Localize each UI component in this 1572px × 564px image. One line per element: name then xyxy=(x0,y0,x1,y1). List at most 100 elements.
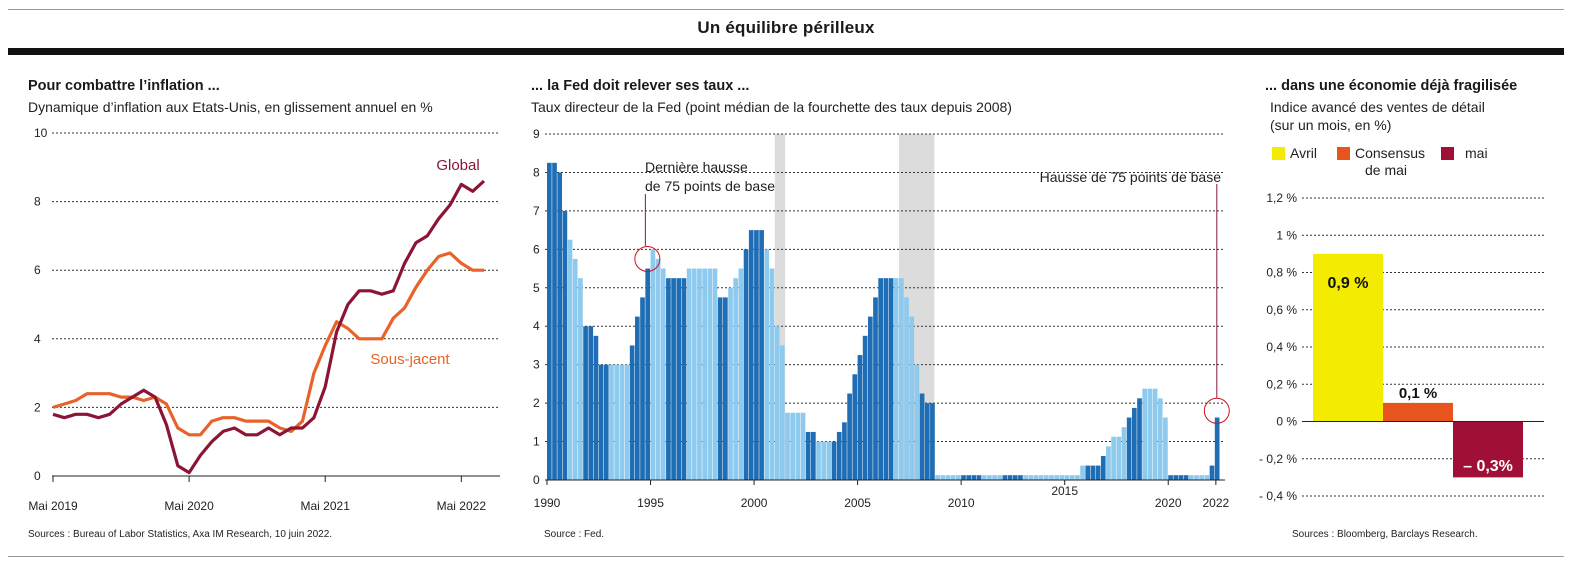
fed-rate-bar xyxy=(785,412,790,480)
y-tick-label: 6 xyxy=(34,263,41,277)
legend-avril: Avril xyxy=(1272,145,1317,162)
fed-rate-bar xyxy=(743,249,749,480)
legend-consensus-label: Consensus xyxy=(1355,145,1426,161)
retail-bar xyxy=(1453,421,1523,478)
fed-rate-bar xyxy=(800,412,806,480)
series-line-sous-jacent xyxy=(52,251,484,437)
fed-rate-bar xyxy=(676,278,682,480)
fed-rate-bar xyxy=(1059,475,1065,480)
x-tick-label: 2010 xyxy=(948,496,975,510)
fed-rate-bar xyxy=(1121,427,1127,480)
fed-rate-bar xyxy=(961,475,966,480)
fed-rate-bar xyxy=(748,230,754,480)
fed-rate-bar xyxy=(857,355,863,480)
legend-mai-swatch xyxy=(1441,147,1454,160)
fed-rate-bar xyxy=(619,364,625,480)
fed-rate-bar xyxy=(883,278,889,480)
fed-rate-bar xyxy=(593,335,599,480)
fed-rate-bar xyxy=(609,364,614,480)
fed-rate-bar xyxy=(842,422,847,480)
y-tick-label: 0,6 % xyxy=(1266,303,1297,317)
page-title: Un équilibre périlleux xyxy=(697,18,875,37)
fed-rate-bar xyxy=(557,172,563,480)
bottom-rule xyxy=(8,556,1564,557)
fed-rate-bar xyxy=(1209,465,1215,480)
fed-rate-bar xyxy=(702,268,707,480)
x-tick-label: Mai 2022 xyxy=(437,499,487,513)
fed-rate-bar xyxy=(919,393,925,480)
legend-consensus: Consensus de mai xyxy=(1337,145,1425,179)
fed-rate-bar xyxy=(1023,475,1028,480)
fed-rate-bar xyxy=(754,230,759,480)
fed-rate-bar xyxy=(795,412,801,480)
fed-source: Source : Fed. xyxy=(544,529,605,540)
y-tick-label: 1,2 % xyxy=(1266,191,1297,205)
y-tick-label: - 0,4 % xyxy=(1259,489,1297,503)
fed-rate-bar xyxy=(950,475,956,480)
y-tick-label: 9 xyxy=(533,127,540,141)
retail-source: Sources : Bloomberg, Barclays Research. xyxy=(1292,529,1478,540)
fed-rate-bar xyxy=(1038,475,1044,480)
fed-rate-bar xyxy=(805,431,811,480)
retail-bar xyxy=(1383,402,1453,422)
fed-rate-bar xyxy=(1157,398,1163,480)
fed-rate-bar xyxy=(1007,475,1013,480)
fed-title: ... la Fed doit relever ses taux ... xyxy=(531,78,750,94)
fed-rate-bar xyxy=(691,268,697,480)
fed-rate-bar xyxy=(909,316,915,480)
fed-rate-bar xyxy=(635,316,640,480)
fed-rate-bar xyxy=(686,268,692,480)
x-tick-label: 2015 xyxy=(1051,484,1078,498)
fed-rate-bar xyxy=(976,475,982,480)
bar-value-label: – 0,3% xyxy=(1463,458,1513,475)
fed-rate-bar xyxy=(1199,475,1204,480)
fed-rate-bar xyxy=(966,475,972,480)
fed-rate-bar xyxy=(707,268,713,480)
fed-rate-bar xyxy=(1131,407,1137,480)
fed-rate-bar xyxy=(567,239,573,480)
fed-rate-bar xyxy=(862,335,868,480)
x-tick-label: 2022 xyxy=(1203,496,1230,510)
bar-value-label: 0,1 % xyxy=(1399,385,1437,402)
y-tick-label: 2 xyxy=(34,400,41,414)
fed-rate-bar xyxy=(971,475,977,480)
annotation-text: de 75 points de base xyxy=(645,178,775,194)
legend-mai: mai xyxy=(1441,145,1488,162)
fed-rate-bar xyxy=(981,475,987,480)
fed-rate-bar xyxy=(811,431,816,480)
y-tick-label: 0 % xyxy=(1276,415,1297,429)
fed-rate-bar xyxy=(650,249,656,480)
inflation-title: Pour combattre l’inflation ... xyxy=(28,78,220,94)
fed-rate-bar xyxy=(1043,475,1049,480)
y-tick-label: 8 xyxy=(533,165,540,179)
fed-rate-bar xyxy=(1204,475,1210,480)
fed-rate-bar xyxy=(733,278,739,480)
fed-rate-bar xyxy=(1080,465,1085,480)
fed-rate-bar xyxy=(893,278,899,480)
x-tick-label: Mai 2020 xyxy=(164,499,214,513)
fed-rate-bar xyxy=(712,268,718,480)
recession-band xyxy=(774,134,786,480)
retail-subtitle-1: Indice avancé des ventes de détail xyxy=(1270,99,1485,115)
fed-rate-bar xyxy=(1111,436,1116,480)
legend-consensus-swatch xyxy=(1337,147,1350,160)
y-tick-label: 3 xyxy=(533,358,540,372)
fed-rate-bar xyxy=(681,278,687,480)
fed-rate-bar xyxy=(1075,475,1080,480)
y-tick-label: 0,2 % xyxy=(1266,377,1297,391)
fed-rate-bar xyxy=(1137,398,1142,480)
y-tick-label: 7 xyxy=(533,204,540,218)
fed-rate-bar xyxy=(697,268,702,480)
fed-rate-bar xyxy=(945,475,951,480)
y-tick-label: 4 xyxy=(533,319,540,333)
fed-rate-bar xyxy=(583,326,588,480)
retail-title: ... dans une économie déjà fragilisée xyxy=(1265,78,1518,94)
fed-rate-bar xyxy=(717,297,723,480)
fed-rate-bar xyxy=(1183,475,1189,480)
fed-rate-bar xyxy=(940,475,946,480)
y-tick-label: 4 xyxy=(34,332,41,346)
legend-avril-label: Avril xyxy=(1290,145,1317,161)
fed-rate-chart: 0 1 2 3 4 5 6 7 8 9 1990 1995 2000 2005 2010 2015 2020 20… xyxy=(533,127,1230,510)
fed-rate-bar xyxy=(1002,475,1008,480)
legend-consensus-label-2: de mai xyxy=(1365,162,1408,178)
